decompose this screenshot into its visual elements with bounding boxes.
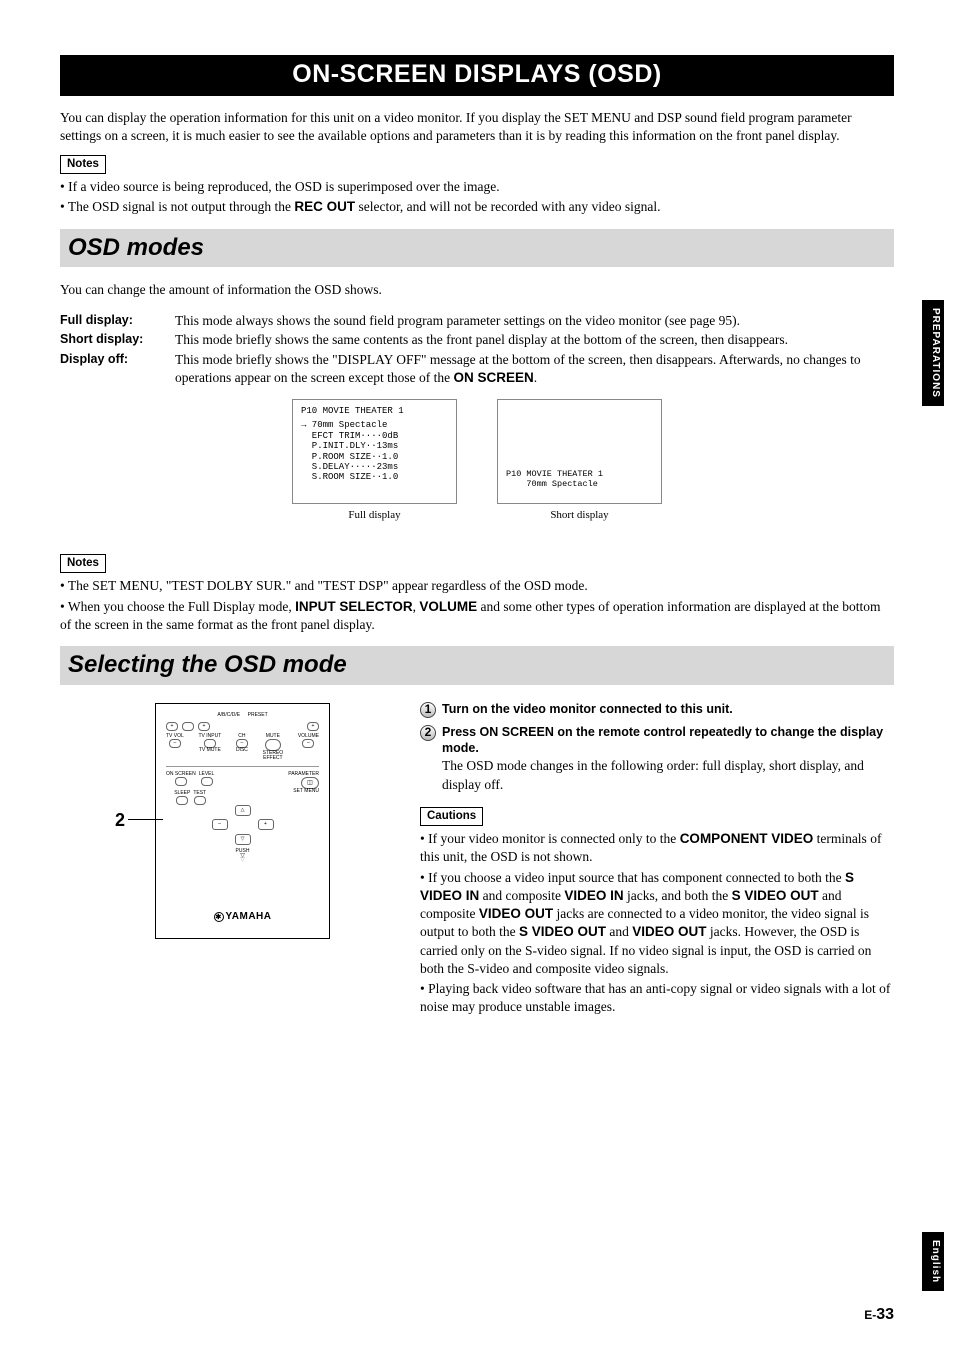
osd-full-display: P10 MOVIE THEATER 1 → 70mm Spectacle EFC… bbox=[292, 399, 457, 523]
osd-short-display: P10 MOVIE THEATER 1 70mm Spectacle Short… bbox=[497, 399, 662, 523]
notes-label-1: Notes bbox=[60, 155, 106, 175]
callout-number-2: 2 bbox=[115, 808, 125, 832]
remote-btn-plus: + bbox=[166, 722, 178, 731]
step-number-icon: 1 bbox=[420, 702, 436, 718]
osd-line: P.ROOM SIZE··1.0 bbox=[301, 452, 448, 462]
osd-line: S.DELAY·····23ms bbox=[301, 462, 448, 472]
remote-column: 2 A/B/C/D/E PRESET + + + bbox=[60, 693, 390, 1027]
modes-table: Full display:This mode always shows the … bbox=[60, 312, 894, 387]
notes-label-2: Notes bbox=[60, 554, 106, 574]
osd-line: S.ROOM SIZE··1.0 bbox=[301, 472, 448, 482]
step-title: Press ON SCREEN on the remote control re… bbox=[442, 724, 894, 758]
osd-full-title: P10 MOVIE THEATER 1 bbox=[301, 406, 448, 416]
notes-list-2: The SET MENU, "TEST DOLBY SUR." and "TES… bbox=[60, 577, 894, 634]
mode-row: Display off:This mode briefly shows the … bbox=[60, 351, 894, 387]
mode-row: Full display:This mode always shows the … bbox=[60, 312, 894, 330]
mode-row: Short display:This mode briefly shows th… bbox=[60, 331, 894, 349]
list-item: When you choose the Full Display mode, I… bbox=[60, 598, 894, 634]
remote-brand: ✱YAMAHA bbox=[166, 910, 319, 924]
steps-column: 1 Turn on the video monitor connected to … bbox=[420, 693, 894, 1027]
step-body: The OSD mode changes in the following or… bbox=[442, 757, 894, 793]
mode-desc: This mode briefly shows the same content… bbox=[175, 331, 894, 349]
remote-label-disc: DISC bbox=[236, 748, 248, 753]
remote-dpad-up: △ bbox=[235, 805, 251, 816]
remote-label-effect: EFFECT bbox=[263, 756, 282, 761]
remote-btn-onscreen bbox=[175, 777, 187, 786]
mode-desc: This mode briefly shows the "DISPLAY OFF… bbox=[175, 351, 894, 387]
osd-full-caption: Full display bbox=[292, 508, 457, 523]
list-item: If a video source is being reproduced, t… bbox=[60, 178, 894, 196]
list-item: If you choose a video input source that … bbox=[420, 869, 894, 978]
osd-line: → 70mm Spectacle bbox=[301, 420, 448, 430]
remote-dpad-left: – bbox=[212, 819, 228, 830]
remote-btn-plus3: + bbox=[307, 722, 319, 731]
mode-label: Full display: bbox=[60, 312, 175, 330]
remote-label-tvmute: TV MUTE bbox=[199, 748, 221, 753]
notes-list-1: If a video source is being reproduced, t… bbox=[60, 178, 894, 216]
list-item: Playing back video software that has an … bbox=[420, 980, 894, 1016]
side-tab-preparations: PREPARATIONS bbox=[922, 300, 944, 406]
step: 2 Press ON SCREEN on the remote control r… bbox=[420, 724, 894, 794]
osd-short-line2: 70mm Spectacle bbox=[506, 480, 603, 489]
osd-line: P.INIT.DLY··13ms bbox=[301, 441, 448, 451]
remote-btn-minus: – bbox=[169, 739, 181, 748]
intro-paragraph: You can display the operation informatio… bbox=[60, 109, 894, 145]
remote-btn-minus3: – bbox=[302, 739, 314, 748]
remote-control-diagram: A/B/C/D/E PRESET + + + TV VOL – bbox=[155, 703, 330, 939]
remote-btn-sleep bbox=[176, 796, 188, 805]
section-osd-modes: OSD modes bbox=[60, 229, 894, 267]
page-number: E-33 bbox=[864, 1304, 894, 1326]
osd-screens-row: P10 MOVIE THEATER 1 → 70mm Spectacle EFC… bbox=[60, 399, 894, 523]
osd-short-caption: Short display bbox=[497, 508, 662, 523]
remote-btn-plus2: + bbox=[198, 722, 210, 731]
remote-label-setmenu: SET MENU bbox=[293, 789, 319, 794]
remote-push-label: PUSH ▽ ▽ bbox=[166, 849, 319, 862]
list-item: The SET MENU, "TEST DOLBY SUR." and "TES… bbox=[60, 577, 894, 595]
list-item: The OSD signal is not output through the… bbox=[60, 198, 894, 216]
side-tab-english: English bbox=[922, 1232, 944, 1291]
cautions-label: Cautions bbox=[420, 807, 483, 827]
remote-btn bbox=[182, 722, 194, 731]
cautions-list: If your video monitor is connected only … bbox=[420, 830, 894, 1016]
mode-label: Display off: bbox=[60, 351, 175, 387]
remote-dpad-right: + bbox=[258, 819, 274, 830]
step: 1 Turn on the video monitor connected to … bbox=[420, 701, 894, 718]
remote-btn-test bbox=[194, 796, 206, 805]
osd-line: EFCT TRIM····0dB bbox=[301, 431, 448, 441]
mode-desc: This mode always shows the sound field p… bbox=[175, 312, 894, 330]
list-item: If your video monitor is connected only … bbox=[420, 830, 894, 866]
mode-label: Short display: bbox=[60, 331, 175, 349]
step-title: Turn on the video monitor connected to t… bbox=[442, 701, 894, 718]
page-title: ON-SCREEN DISPLAYS (OSD) bbox=[60, 55, 894, 96]
remote-label-preset: PRESET bbox=[248, 712, 268, 718]
remote-dpad: △ ▽ – + bbox=[208, 805, 278, 845]
modes-intro: You can change the amount of information… bbox=[60, 281, 894, 299]
step-number-icon: 2 bbox=[420, 725, 436, 741]
remote-btn-level bbox=[201, 777, 213, 786]
section-select-osd: Selecting the OSD mode bbox=[60, 646, 894, 684]
remote-dpad-down: ▽ bbox=[235, 834, 251, 845]
remote-label-abcde: A/B/C/D/E bbox=[217, 712, 240, 718]
